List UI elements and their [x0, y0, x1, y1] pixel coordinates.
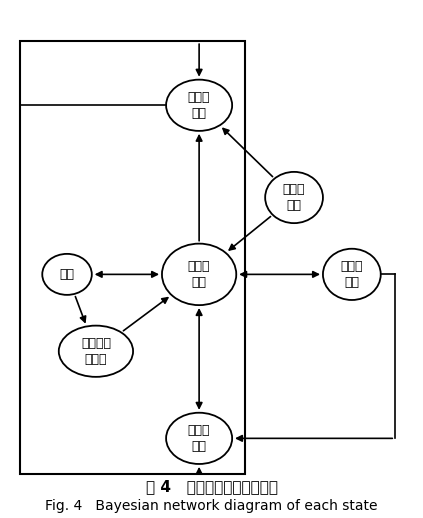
- Text: 耐张段档
距弧垂: 耐张段档 距弧垂: [81, 337, 111, 366]
- Text: 温度变
化率: 温度变 化率: [341, 260, 363, 289]
- Text: 张力变
化率: 张力变 化率: [188, 424, 210, 453]
- Ellipse shape: [59, 326, 133, 377]
- Text: 弧垂变
化率: 弧垂变 化率: [188, 91, 210, 120]
- Ellipse shape: [166, 413, 232, 464]
- Ellipse shape: [265, 172, 323, 223]
- Text: 风速变
化率: 风速变 化率: [188, 260, 210, 289]
- Ellipse shape: [42, 254, 92, 295]
- Text: Fig. 4   Bayesian network diagram of each state: Fig. 4 Bayesian network diagram of each …: [45, 499, 378, 513]
- Ellipse shape: [166, 80, 232, 131]
- Text: 负荷变
化率: 负荷变 化率: [283, 183, 305, 212]
- Text: 风速: 风速: [60, 268, 74, 281]
- Bar: [19, 41, 244, 474]
- Ellipse shape: [162, 243, 236, 305]
- Ellipse shape: [323, 249, 381, 300]
- Text: 图 4   各参量间贝叶斯网络图: 图 4 各参量间贝叶斯网络图: [146, 480, 277, 495]
